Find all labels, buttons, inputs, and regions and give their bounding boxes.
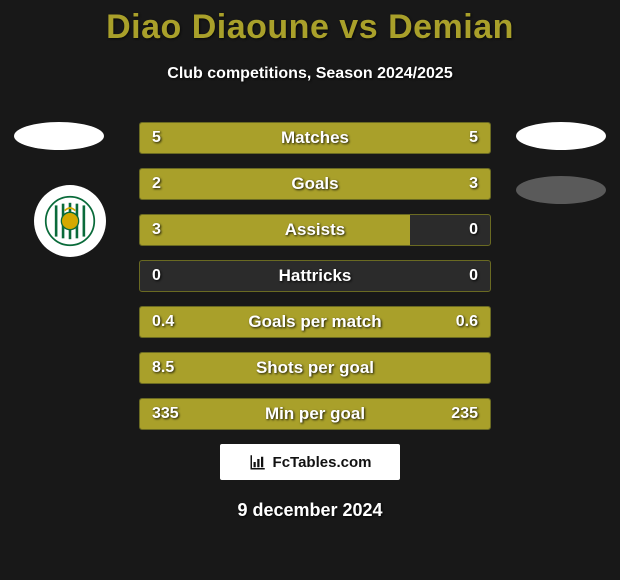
right-value: 3 <box>438 175 478 193</box>
left-value: 5 <box>152 129 192 147</box>
player-right-oval <box>516 122 606 150</box>
club-badge <box>34 185 106 257</box>
stat-row: 0Hattricks0 <box>139 260 491 292</box>
stat-rows: 5Matches52Goals33Assists00Hattricks00.4G… <box>139 122 491 430</box>
left-value: 2 <box>152 175 192 193</box>
stat-row: 0.4Goals per match0.6 <box>139 306 491 338</box>
stat-label: Min per goal <box>192 404 438 424</box>
date-text: 9 december 2024 <box>0 500 620 521</box>
stat-label: Goals <box>192 174 438 194</box>
row-layer: 2Goals3 <box>140 169 490 199</box>
chart-icon <box>249 453 267 471</box>
row-layer: 335Min per goal235 <box>140 399 490 429</box>
stat-row: 3Assists0 <box>139 214 491 246</box>
left-value: 0.4 <box>152 313 192 331</box>
row-layer: 5Matches5 <box>140 123 490 153</box>
left-value: 3 <box>152 221 192 239</box>
left-value: 335 <box>152 405 192 423</box>
stat-label: Matches <box>192 128 438 148</box>
subtitle: Club competitions, Season 2024/2025 <box>0 65 620 83</box>
stat-label: Goals per match <box>192 312 438 332</box>
infographic: Diao Diaoune vs Demian Club competitions… <box>0 0 620 580</box>
right-value: 5 <box>438 129 478 147</box>
right-value: 235 <box>438 405 478 423</box>
row-layer: 0.4Goals per match0.6 <box>140 307 490 337</box>
branding-badge[interactable]: FcTables.com <box>220 444 400 480</box>
right-value: 0.6 <box>438 313 478 331</box>
row-layer: 0Hattricks0 <box>140 261 490 291</box>
left-value: 8.5 <box>152 359 192 377</box>
row-layer: 8.5Shots per goal <box>140 353 490 383</box>
page-title: Diao Diaoune vs Demian <box>0 0 620 47</box>
stat-row: 5Matches5 <box>139 122 491 154</box>
left-value: 0 <box>152 267 192 285</box>
stat-label: Hattricks <box>192 266 438 286</box>
stat-label: Shots per goal <box>192 358 438 378</box>
stat-row: 335Min per goal235 <box>139 398 491 430</box>
player-right-oval-2 <box>516 176 606 204</box>
stat-row: 2Goals3 <box>139 168 491 200</box>
branding-text: FcTables.com <box>273 454 372 471</box>
stat-row: 8.5Shots per goal <box>139 352 491 384</box>
row-layer: 3Assists0 <box>140 215 490 245</box>
right-value: 0 <box>438 267 478 285</box>
club-crest-icon <box>44 195 96 247</box>
stat-label: Assists <box>192 220 438 240</box>
player-left-oval <box>14 122 104 150</box>
right-value: 0 <box>438 221 478 239</box>
